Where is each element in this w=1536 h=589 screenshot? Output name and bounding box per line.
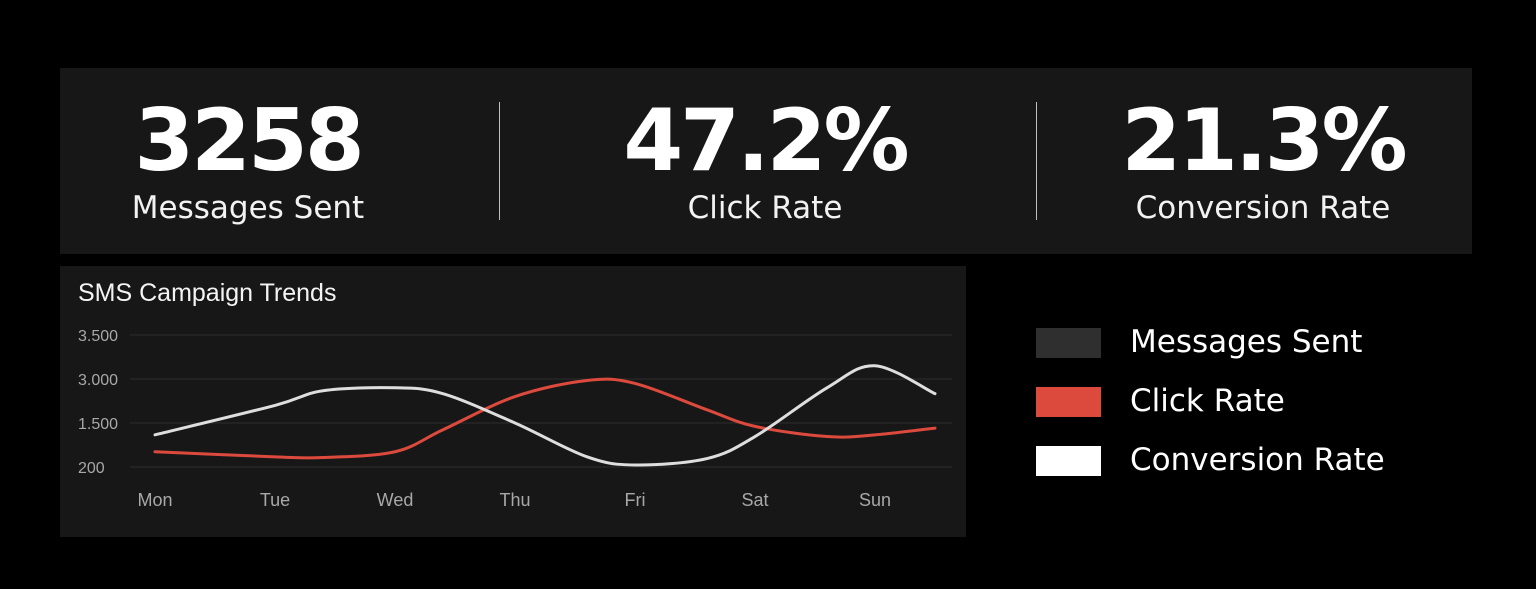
legend-item-click-rate: Click Rate <box>1036 381 1486 421</box>
series-line-click-rate <box>153 377 937 460</box>
kpi-value: 21.3% <box>1121 91 1407 191</box>
kpi-value: 3258 <box>134 91 364 191</box>
y-tick-label: 3.000 <box>78 372 118 389</box>
series-line-conversion-rate <box>153 364 937 467</box>
kpi-conversion-rate: 21.3% Conversion Rate <box>1110 68 1416 254</box>
x-tick-label: Fri <box>625 490 646 510</box>
legend-swatch <box>1036 328 1101 358</box>
x-tick-label: Sat <box>741 490 768 510</box>
kpi-divider <box>499 102 500 220</box>
x-tick-label: Tue <box>260 490 290 510</box>
kpi-click-rate: 47.2% Click Rate <box>620 68 910 254</box>
legend-swatch <box>1036 446 1101 476</box>
kpi-label: Click Rate <box>687 190 843 226</box>
kpi-divider <box>1036 102 1037 220</box>
legend-item-messages-sent: Messages Sent <box>1036 322 1486 362</box>
legend-item-conversion-rate: Conversion Rate <box>1036 440 1486 480</box>
x-tick-label: Wed <box>377 490 414 510</box>
kpi-panel: 3258 Messages Sent 47.2% Click Rate 21.3… <box>60 68 1472 254</box>
kpi-label: Messages Sent <box>131 190 365 226</box>
chart-title: SMS Campaign Trends <box>78 279 337 307</box>
y-tick-label: 3.500 <box>78 328 118 345</box>
legend-swatch <box>1036 387 1101 417</box>
legend-label: Messages Sent <box>1130 324 1363 360</box>
kpi-label: Conversion Rate <box>1135 190 1391 226</box>
x-tick-label: Thu <box>499 490 530 510</box>
kpi-value: 47.2% <box>623 91 909 191</box>
line-chart: 3.500 3.000 1.500 200 Mon Tue Wed Thu Fri Sat Sun <box>78 328 952 510</box>
y-tick-label: 1.500 <box>78 416 118 433</box>
x-tick-label: Sun <box>859 490 891 510</box>
kpi-messages-sent: 3258 Messages Sent <box>60 68 436 254</box>
legend-label: Conversion Rate <box>1130 442 1385 478</box>
x-tick-label: Mon <box>137 490 172 510</box>
y-tick-label: 200 <box>78 460 105 477</box>
chart-panel: 3.500 3.000 1.500 200 Mon Tue Wed Thu Fri Sat Sun … <box>60 266 966 537</box>
legend-label: Click Rate <box>1130 383 1285 419</box>
